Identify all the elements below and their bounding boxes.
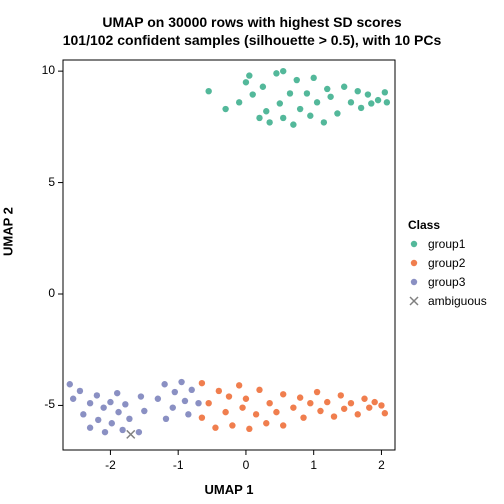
y-tick-label: 5 (48, 175, 55, 189)
x-tick-label: -1 (163, 458, 193, 472)
y-axis-label: UMAP 2 (1, 207, 16, 256)
legend-item: ambiguous (428, 294, 487, 308)
x-tick-label: 1 (299, 458, 329, 472)
x-axis-label: UMAP 1 (0, 482, 458, 497)
x-tick-label: -2 (95, 458, 125, 472)
legend-title: Class (408, 218, 440, 232)
scatter-plot (0, 0, 504, 504)
y-tick-label: 0 (48, 286, 55, 300)
y-tick-label: -5 (44, 397, 55, 411)
legend-item: group1 (428, 237, 465, 251)
x-tick-label: 2 (366, 458, 396, 472)
y-tick-label: 10 (42, 63, 55, 77)
x-tick-label: 0 (231, 458, 261, 472)
legend-item: group3 (428, 275, 465, 289)
legend-item: group2 (428, 256, 465, 270)
